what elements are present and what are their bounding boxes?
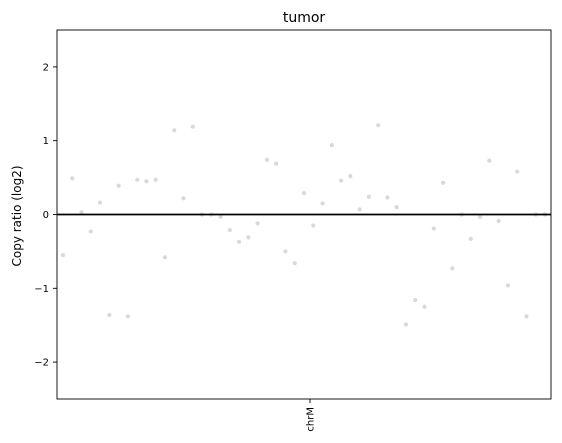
data-point bbox=[311, 223, 316, 228]
data-point bbox=[283, 249, 288, 254]
data-point bbox=[135, 177, 140, 182]
data-point bbox=[246, 235, 251, 240]
data-point bbox=[394, 205, 399, 210]
data-point bbox=[172, 128, 177, 133]
data-point bbox=[403, 322, 409, 327]
data-point bbox=[357, 207, 362, 212]
data-point bbox=[227, 227, 232, 233]
chart-title: tumor bbox=[283, 10, 326, 26]
data-point bbox=[450, 266, 455, 271]
data-point bbox=[413, 298, 418, 303]
data-point bbox=[274, 161, 279, 166]
data-points bbox=[60, 123, 548, 327]
data-point bbox=[376, 123, 381, 128]
data-point bbox=[255, 221, 260, 226]
data-point bbox=[153, 177, 158, 182]
x-axis: chrM bbox=[306, 399, 317, 432]
data-point bbox=[218, 214, 223, 219]
data-point bbox=[190, 124, 195, 129]
y-tick-label: −2 bbox=[34, 358, 49, 369]
data-point bbox=[144, 179, 149, 184]
y-tick-label: 1 bbox=[43, 136, 49, 147]
data-point bbox=[468, 236, 473, 241]
data-point bbox=[60, 252, 66, 258]
data-point bbox=[487, 158, 492, 163]
data-point bbox=[524, 314, 529, 319]
data-point bbox=[422, 304, 427, 309]
data-point bbox=[88, 229, 93, 234]
data-point bbox=[97, 200, 103, 205]
data-point bbox=[496, 219, 501, 224]
data-point bbox=[107, 312, 112, 317]
data-point bbox=[237, 239, 242, 244]
y-tick-label: −1 bbox=[34, 284, 49, 295]
data-point bbox=[338, 178, 344, 183]
data-point bbox=[478, 214, 483, 219]
data-point bbox=[440, 180, 446, 185]
data-point bbox=[125, 314, 130, 319]
y-tick-label: 0 bbox=[43, 210, 49, 221]
y-axis-label: Copy ratio (log2) bbox=[10, 165, 24, 266]
data-point bbox=[366, 194, 371, 199]
data-point bbox=[431, 226, 436, 231]
data-point bbox=[301, 190, 307, 196]
data-point bbox=[292, 261, 297, 266]
x-tick-label: chrM bbox=[306, 407, 317, 432]
data-point bbox=[264, 157, 270, 162]
data-point bbox=[385, 195, 390, 200]
y-axis: −2 −1 0 1 2 bbox=[34, 62, 57, 369]
data-point bbox=[505, 283, 511, 288]
data-point bbox=[515, 169, 520, 174]
data-point bbox=[79, 210, 84, 215]
data-point bbox=[348, 174, 353, 179]
data-point bbox=[70, 176, 75, 181]
data-point bbox=[116, 183, 121, 188]
y-tick-label: 2 bbox=[43, 62, 49, 73]
data-point bbox=[181, 196, 186, 201]
data-point bbox=[162, 255, 168, 260]
data-point bbox=[320, 201, 325, 206]
data-point bbox=[329, 143, 334, 148]
